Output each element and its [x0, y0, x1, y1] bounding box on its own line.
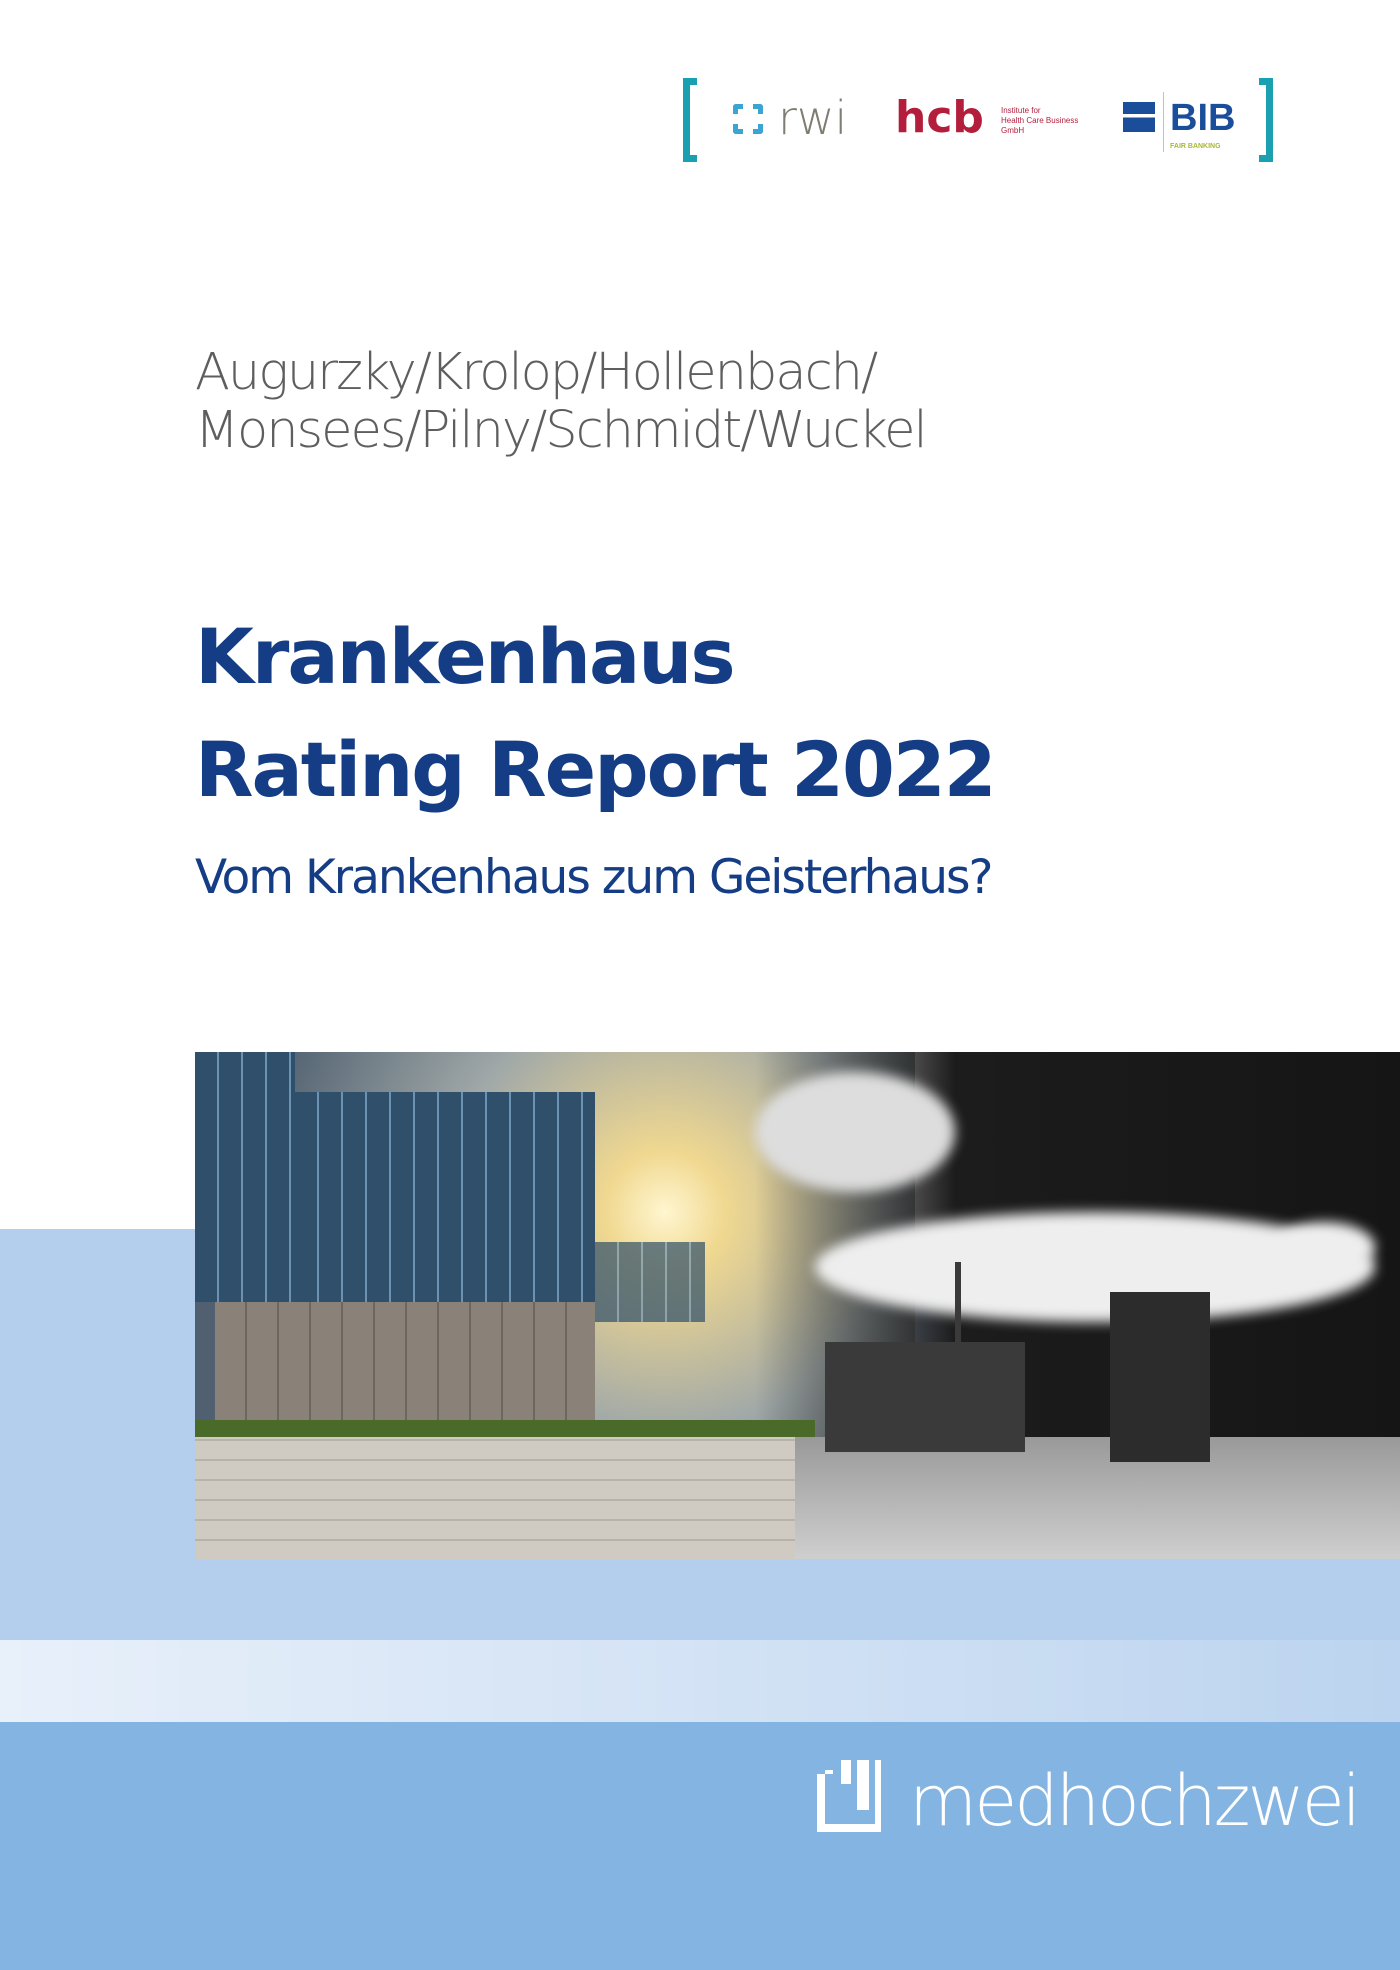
book-subtitle: Vom Krankenhaus zum Geisterhaus?	[195, 850, 993, 905]
hedge	[195, 1420, 815, 1438]
medhochzwei-mark-icon	[817, 1760, 881, 1832]
rwi-logo-mark-icon	[733, 104, 763, 134]
authors: Augurzky/Krolop/Hollenbach/ Monsees/Piln…	[195, 343, 928, 460]
pavement	[195, 1437, 835, 1559]
publisher-band	[0, 1722, 1400, 1970]
gradient-band	[0, 1640, 1400, 1722]
cloud	[755, 1072, 955, 1192]
authors-line: Augurzky/Krolop/Hollenbach/	[195, 343, 878, 402]
stone-wall	[215, 1302, 595, 1422]
book-title: Krankenhaus Rating Report 2022	[195, 600, 997, 826]
bib-logo-mark-icon	[1123, 102, 1155, 132]
bracket-left-icon	[683, 78, 697, 162]
partner-logos: rwi hcb Institute for Health Care Busine…	[683, 78, 1273, 164]
hcb-sub-line: GmbH	[1001, 126, 1025, 135]
hcb-subtitle: Institute for Health Care Business GmbH	[1001, 106, 1078, 136]
title-line: Rating Report 2022	[195, 725, 997, 814]
cover-photo	[195, 1052, 1400, 1559]
publisher-name: medhochzwei	[909, 1760, 1361, 1842]
telegraph-pole	[955, 1262, 961, 1452]
building-main	[295, 1092, 595, 1322]
cloud	[815, 1212, 1375, 1322]
cloud	[1275, 1222, 1375, 1272]
building-tower	[195, 1052, 295, 1302]
authors-line: Monsees/Pilny/Schmidt/Wuckel	[195, 401, 928, 460]
bib-subtitle: FAIR BANKING	[1170, 143, 1221, 150]
desert-ground	[795, 1437, 1400, 1559]
bib-divider	[1163, 92, 1164, 152]
rwi-logo: rwi	[778, 91, 848, 145]
hcb-sub-line: Health Care Business	[1001, 116, 1079, 125]
bracket-right-icon	[1259, 78, 1273, 162]
hcb-logo: hcb	[895, 92, 984, 143]
building-back	[595, 1242, 705, 1322]
ghost-town-shack	[825, 1342, 1025, 1452]
hcb-sub-line: Institute for	[1001, 106, 1041, 115]
title-line: Krankenhaus	[195, 612, 736, 701]
ghost-town-house	[1110, 1292, 1210, 1462]
bib-logo: BIB	[1170, 97, 1236, 139]
